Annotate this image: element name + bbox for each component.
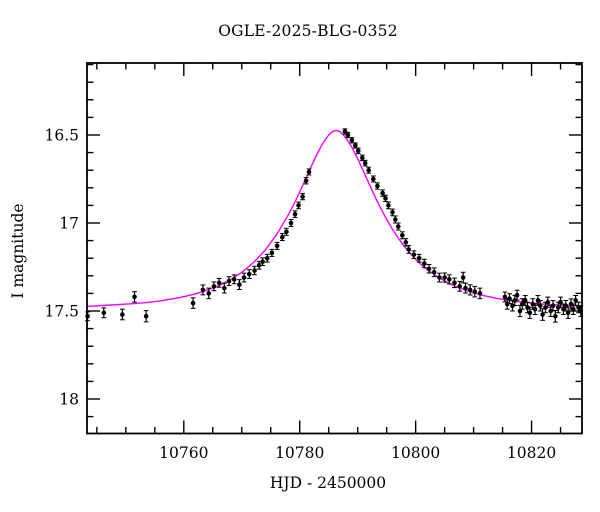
data-point xyxy=(426,266,432,272)
data-point xyxy=(292,211,298,217)
data-point xyxy=(256,262,262,268)
data-point xyxy=(371,176,376,182)
data-point xyxy=(522,298,528,303)
data-point xyxy=(422,261,427,266)
y-tick-label: 17.5 xyxy=(44,302,79,320)
data-point xyxy=(237,282,242,287)
data-point xyxy=(540,312,545,317)
data-point xyxy=(460,275,466,280)
data-point xyxy=(573,298,578,303)
data-point xyxy=(545,299,551,305)
data-point xyxy=(206,291,212,296)
data-point xyxy=(274,243,280,249)
data-point xyxy=(383,196,388,201)
data-point xyxy=(143,313,149,319)
data-point xyxy=(517,308,523,314)
data-point xyxy=(211,284,217,289)
data-point xyxy=(406,247,411,252)
data-point xyxy=(502,294,508,300)
data-point xyxy=(472,289,478,294)
data-point xyxy=(416,255,422,261)
data-point xyxy=(452,280,457,286)
data-point xyxy=(306,169,312,175)
data-point xyxy=(576,305,581,310)
data-point xyxy=(260,259,265,265)
data-point xyxy=(360,155,365,161)
data-point xyxy=(303,178,309,184)
data-point xyxy=(467,287,473,293)
data-point xyxy=(507,296,512,301)
data-point xyxy=(366,167,371,173)
data-point xyxy=(222,285,227,291)
y-tick-label: 16.5 xyxy=(44,126,79,144)
data-point xyxy=(355,148,361,154)
data-point xyxy=(400,233,405,238)
data-point xyxy=(190,300,196,306)
x-tick-label: 10800 xyxy=(391,444,440,462)
data-point xyxy=(231,277,237,282)
data-point xyxy=(241,275,247,280)
data-point xyxy=(550,303,556,309)
data-point xyxy=(477,291,483,296)
data-point xyxy=(446,277,452,282)
data-point xyxy=(288,220,294,226)
data-point xyxy=(457,284,462,289)
data-point xyxy=(442,275,447,280)
data-point xyxy=(296,203,301,208)
data-point xyxy=(280,234,285,240)
data-point xyxy=(431,269,437,275)
x-tick-label: 10780 xyxy=(275,444,324,462)
data-point xyxy=(393,217,398,222)
data-point xyxy=(527,310,533,316)
data-point xyxy=(101,310,107,316)
data-point xyxy=(537,303,543,309)
data-point xyxy=(390,210,395,215)
data-point xyxy=(463,285,468,291)
plot-frame xyxy=(86,62,583,435)
model-curve xyxy=(86,129,583,308)
data-point xyxy=(349,137,355,143)
x-axis-label: HJD - 2450000 xyxy=(269,474,387,492)
data-point xyxy=(284,229,289,235)
data-point xyxy=(345,132,351,138)
data-point xyxy=(380,190,385,196)
data-point xyxy=(532,306,538,312)
x-tick-label: 10760 xyxy=(159,444,208,462)
data-point xyxy=(403,240,409,245)
data-point xyxy=(353,143,358,148)
data-point xyxy=(216,280,222,286)
data-point xyxy=(246,271,252,277)
data-point xyxy=(514,292,520,298)
data-point xyxy=(375,183,380,189)
data-point xyxy=(252,268,257,273)
data-point xyxy=(411,252,417,257)
y-tick-label: 17 xyxy=(59,214,79,232)
data-point xyxy=(269,250,275,256)
data-point xyxy=(132,294,137,300)
data-point xyxy=(342,129,348,134)
x-tick-label: 10820 xyxy=(507,444,556,462)
data-point xyxy=(200,287,206,293)
data-point xyxy=(395,224,401,229)
data-point xyxy=(553,313,558,319)
data-point xyxy=(120,312,125,317)
data-point xyxy=(264,255,270,261)
data-point xyxy=(362,160,368,166)
data-point xyxy=(226,278,232,284)
data-point xyxy=(561,306,566,312)
data-point xyxy=(386,203,391,208)
y-tick-label: 18 xyxy=(59,391,79,409)
data-point xyxy=(437,275,442,280)
data-point xyxy=(300,194,305,199)
chart-title: OGLE-2025-BLG-0352 xyxy=(218,22,398,40)
data-point xyxy=(558,299,563,305)
